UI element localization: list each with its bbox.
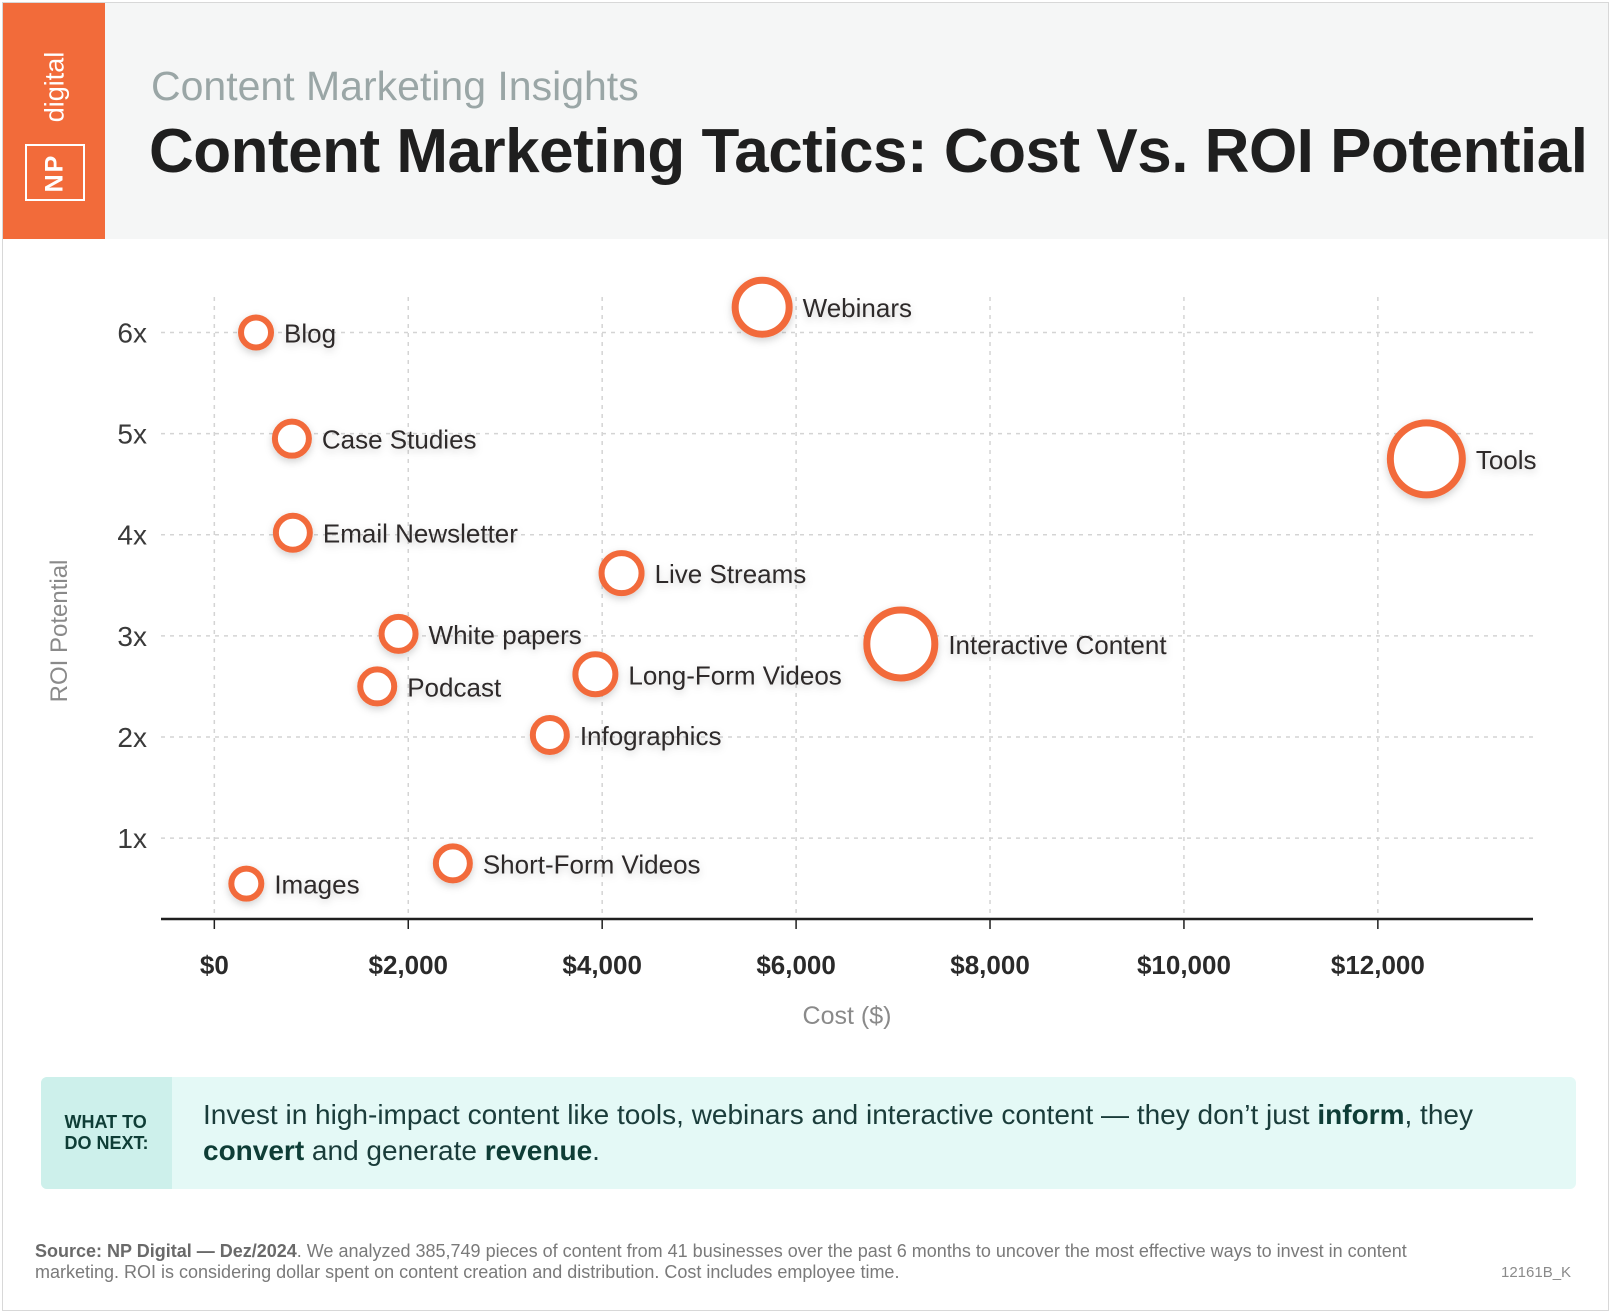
- tip-text-part-3: and generate: [304, 1135, 485, 1166]
- x-tick-label: $4,000: [562, 950, 642, 980]
- what-to-do-next-label: WHAT TO DO NEXT:: [41, 1077, 172, 1189]
- tip-text-part-4: .: [592, 1135, 600, 1166]
- data-point: [238, 314, 275, 351]
- data-point-label: Podcast: [407, 672, 502, 702]
- page-title: Content Marketing Tactics: Cost Vs. ROI …: [149, 117, 1588, 186]
- data-point-label: Long-Form Videos: [628, 660, 841, 690]
- data-point: [1386, 419, 1466, 499]
- tip-bold-inform: inform: [1317, 1099, 1405, 1130]
- page-subtitle: Content Marketing Insights: [151, 63, 639, 109]
- data-point: [598, 550, 645, 597]
- data-point: [432, 843, 473, 884]
- data-point: [863, 606, 939, 682]
- y-tick-label: 6x: [117, 318, 147, 349]
- data-point: [272, 512, 313, 553]
- axes: $0 $2,000 $4,000 $6,000 $8,000 $10,000 $12,000…: [46, 318, 1533, 1029]
- y-tick-label: 3x: [117, 621, 147, 652]
- source-text: . We analyzed 385,749 pieces of content …: [35, 1241, 1407, 1282]
- data-point-label: Webinars: [803, 293, 912, 323]
- np-digital-logo: digital NP: [3, 3, 105, 239]
- data-point: [378, 613, 419, 654]
- x-tick-label: $2,000: [368, 950, 448, 980]
- data-point: [271, 418, 312, 459]
- tip-bold-convert: convert: [203, 1135, 305, 1166]
- data-point-label: Interactive Content: [948, 630, 1167, 660]
- y-tick-label: 2x: [117, 722, 147, 753]
- data-point-label: Short-Form Videos: [483, 849, 701, 879]
- logo-np-text: NP: [40, 153, 69, 192]
- tip-bold-revenue: revenue: [484, 1135, 593, 1166]
- tip-text-part-1: Invest in high-impact content like tools…: [203, 1099, 1318, 1130]
- data-point-label: Case Studies: [322, 425, 477, 455]
- what-to-do-next-text: Invest in high-impact content like tools…: [203, 1097, 1553, 1169]
- source-note: Source: NP Digital — Dez/2024. We analyz…: [35, 1241, 1435, 1283]
- header: digital NP Content Marketing Insights Co…: [3, 3, 1608, 239]
- x-tick-label: $0: [200, 950, 229, 980]
- x-tick-label: $6,000: [756, 950, 836, 980]
- data-point: [228, 865, 265, 902]
- what-to-do-next-box: WHAT TO DO NEXT: Invest in high-impact c…: [41, 1077, 1576, 1189]
- data-point-label: Tools: [1476, 445, 1537, 475]
- x-tick-label: $8,000: [950, 950, 1030, 980]
- y-tick-label: 4x: [117, 520, 147, 551]
- data-point-label: Live Streams: [655, 559, 807, 589]
- y-tick-label: 5x: [117, 419, 147, 450]
- data-points: Blog Webinars Case Studies Tools Email Newsl…: [228, 276, 1537, 902]
- y-tick-label: 1x: [117, 823, 147, 854]
- source-label: Source: NP Digital — Dez/2024: [35, 1241, 297, 1261]
- data-point-label: Blog: [284, 319, 336, 349]
- data-point-label: White papers: [429, 620, 582, 650]
- reference-code: 12161B_K: [1501, 1264, 1572, 1281]
- logo-digital-text: digital: [39, 51, 70, 123]
- grid-lines: [161, 297, 1533, 919]
- x-tick-label: $12,000: [1331, 950, 1425, 980]
- data-point-label: Infographics: [580, 721, 722, 751]
- y-axis-title: ROI Potential: [46, 560, 73, 703]
- x-tick-label: $10,000: [1137, 950, 1231, 980]
- x-axis-title: Cost ($): [803, 1002, 892, 1029]
- tip-text-part-2: , they: [1404, 1099, 1473, 1130]
- data-point-label: Images: [274, 870, 359, 900]
- what-to-do-next-label-text: WHAT TO DO NEXT:: [64, 1112, 149, 1153]
- data-point: [529, 714, 570, 755]
- logo-np-box: NP: [25, 144, 85, 201]
- data-point: [572, 651, 619, 698]
- data-point-label: Email Newsletter: [323, 519, 518, 549]
- data-point: [731, 276, 793, 338]
- scatter-chart: $0 $2,000 $4,000 $6,000 $8,000 $10,000 $12,000…: [46, 276, 1537, 1029]
- data-point: [357, 666, 398, 707]
